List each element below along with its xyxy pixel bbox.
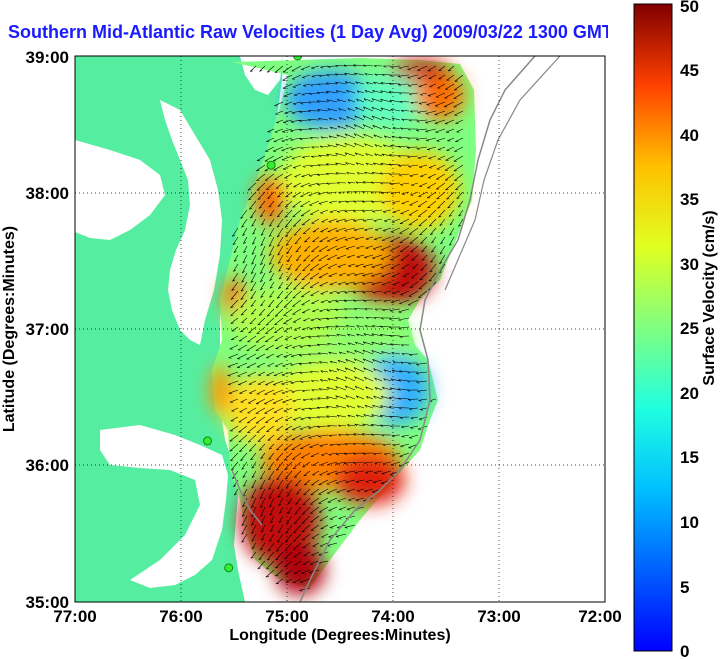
y-tick-label: 36:00 (26, 456, 69, 475)
plot-border (74, 55, 606, 603)
x-tick-label: 74:00 (371, 607, 414, 626)
radar-station-marker (293, 56, 303, 61)
y-axis-ticks: 35:00 36:00 37:00 38:00 39:00 (26, 48, 69, 612)
colorbar-tick-label: 35 (680, 190, 699, 209)
shelf-break-line (299, 56, 536, 602)
x-axis-label: Longitude (Degrees:Minutes) (229, 627, 450, 644)
radar-station-marker (203, 436, 212, 446)
colorbar (633, 3, 673, 652)
x-axis-ticks: 77:00 76:00 75:00 74:00 73:00 72:00 (53, 607, 621, 626)
colorbar-tick-label: 50 (680, 0, 699, 16)
map-title: Southern Mid-Atlantic Raw Velocities (1 … (8, 22, 608, 42)
chesapeake-bay (75, 100, 222, 345)
y-axis-label: Latitude (Degrees:Minutes) (1, 226, 18, 432)
colorbar-tick-label: 15 (680, 448, 699, 467)
radar-stations (203, 56, 303, 573)
cape-hatteras-shoal (231, 469, 263, 526)
colorbar-ticks: 0 5 10 15 20 25 30 35 40 45 50 (680, 0, 699, 659)
x-tick-label: 75:00 (265, 607, 308, 626)
colorbar-tick-label: 20 (680, 384, 699, 403)
y-tick-label: 35:00 (26, 593, 69, 612)
colorbar-tick-label: 25 (680, 319, 699, 338)
colorbar-tick-label: 40 (680, 126, 699, 145)
radar-station-marker (266, 160, 276, 170)
x-tick-label: 72:00 (578, 607, 621, 626)
y-tick-label: 38:00 (26, 184, 69, 203)
colorbar-tick-label: 0 (680, 642, 689, 659)
y-tick-label: 37:00 (26, 320, 69, 339)
colorbar-tick-label: 45 (680, 61, 699, 80)
pamlico-sound (100, 425, 228, 588)
x-tick-label: 76:00 (159, 607, 202, 626)
radar-station-marker (224, 563, 234, 573)
velocity-arrows (227, 64, 464, 592)
x-tick-label: 73:00 (477, 607, 520, 626)
y-tick-label: 39:00 (26, 48, 69, 67)
x-tick-label: 77:00 (53, 607, 96, 626)
colorbar-tick-label: 30 (680, 255, 699, 274)
colorbar-tick-label: 5 (680, 578, 689, 597)
grid-lines (75, 56, 605, 602)
shelf-contour-line (444, 56, 561, 291)
colorbar-label: Surface Velocity (cm/s) (701, 210, 718, 385)
colorbar-tick-label: 10 (680, 513, 699, 532)
arrow-path (227, 64, 464, 592)
